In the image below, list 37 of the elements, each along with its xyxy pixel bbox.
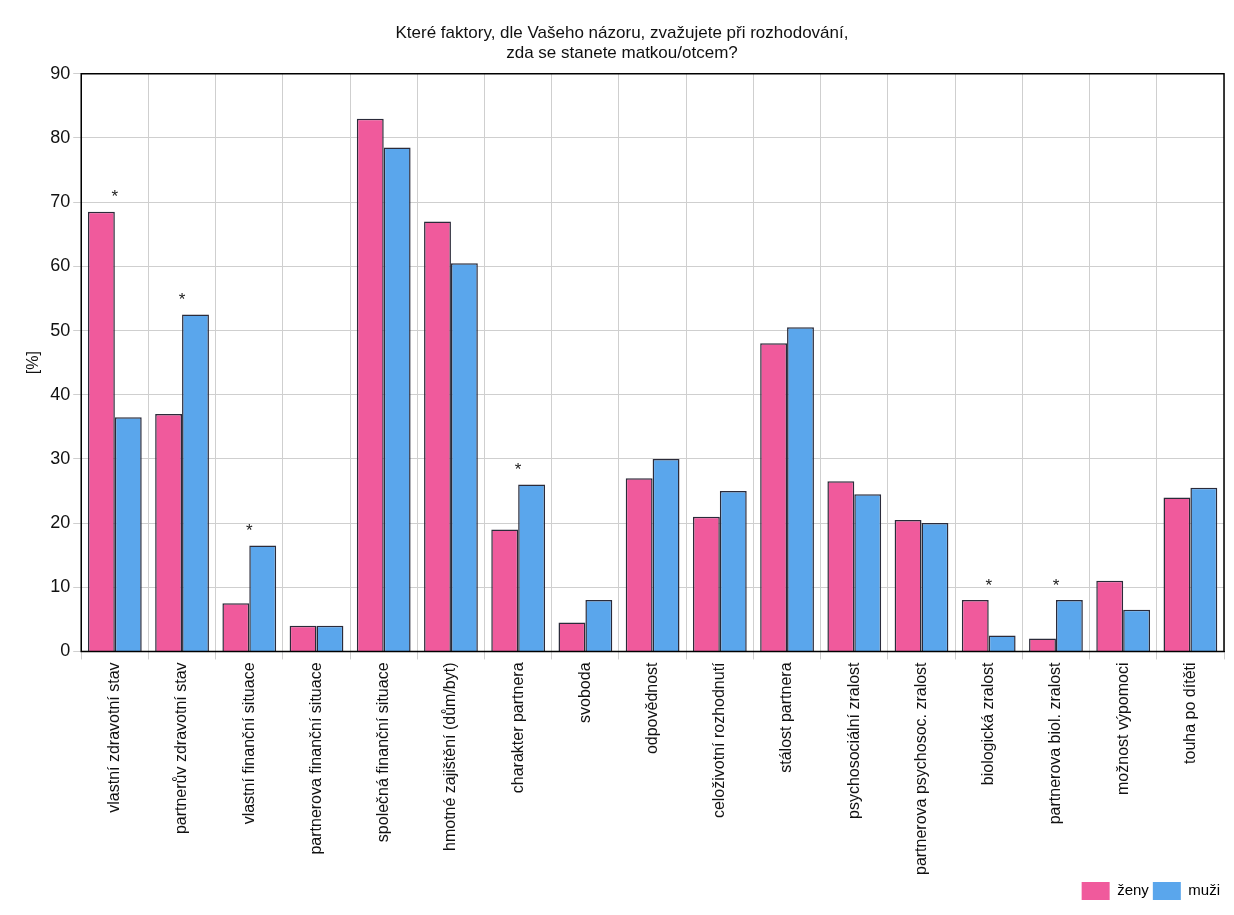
y-tick-label: 20: [50, 512, 71, 533]
x-tick-label: svoboda: [575, 662, 593, 723]
x-tick-label: celoživotní rozhodnutí: [710, 661, 728, 819]
annotation: *: [245, 521, 253, 541]
annotation: *: [514, 460, 522, 480]
annotation: *: [111, 187, 119, 207]
y-tick-label: 70: [50, 191, 71, 212]
y-tick-label: 30: [50, 447, 71, 468]
legend-label: ženy: [1117, 881, 1150, 899]
y-tick-label: 50: [50, 319, 71, 340]
x-tick-label: hmotné zajištění (dům/byt): [441, 662, 459, 851]
x-tick-label: charakter partnera: [508, 662, 526, 794]
annotation: *: [178, 290, 186, 310]
x-tick-label: partnerova psychosoc. zralost: [911, 661, 929, 875]
x-tick-label: biologická zralost: [979, 661, 997, 786]
x-tick-label: vlastní finanční situace: [239, 662, 257, 825]
annotation: *: [1052, 575, 1060, 595]
annotation: *: [985, 575, 993, 595]
y-tick-label: 0: [60, 640, 71, 661]
x-tick-label: partnerova biol. zralost: [1046, 661, 1064, 825]
y-tick-label: 40: [50, 383, 71, 404]
x-tick-label: společná finanční situace: [374, 662, 392, 843]
x-tick-label: odpovědnost: [643, 661, 661, 755]
y-tick-label: 10: [50, 576, 71, 597]
x-tick-label: vlastní zdravotní stav: [105, 662, 123, 813]
x-tick-label: možnost výpomoci: [1113, 662, 1131, 795]
legend-label: muži: [1188, 881, 1220, 899]
chart-title: Které faktory, dle Vašeho názoru, zvažujete při rozhodování, zda se stanete matkou/otcem?: [395, 22, 849, 63]
y-tick-label: 90: [50, 62, 71, 83]
y-tick-label: 60: [50, 255, 71, 276]
y-axis-title: [%]: [24, 351, 42, 375]
x-tick-label: psychosociální zralost: [844, 661, 862, 819]
x-tick-label: partnerova finanční situace: [306, 662, 324, 855]
y-tick-label: 80: [50, 126, 71, 147]
x-tick-label: touha po dítěti: [1180, 662, 1198, 764]
x-tick-label: partnerův zdravotní stav: [172, 662, 190, 835]
x-tick-label: stálost partnera: [777, 662, 795, 773]
